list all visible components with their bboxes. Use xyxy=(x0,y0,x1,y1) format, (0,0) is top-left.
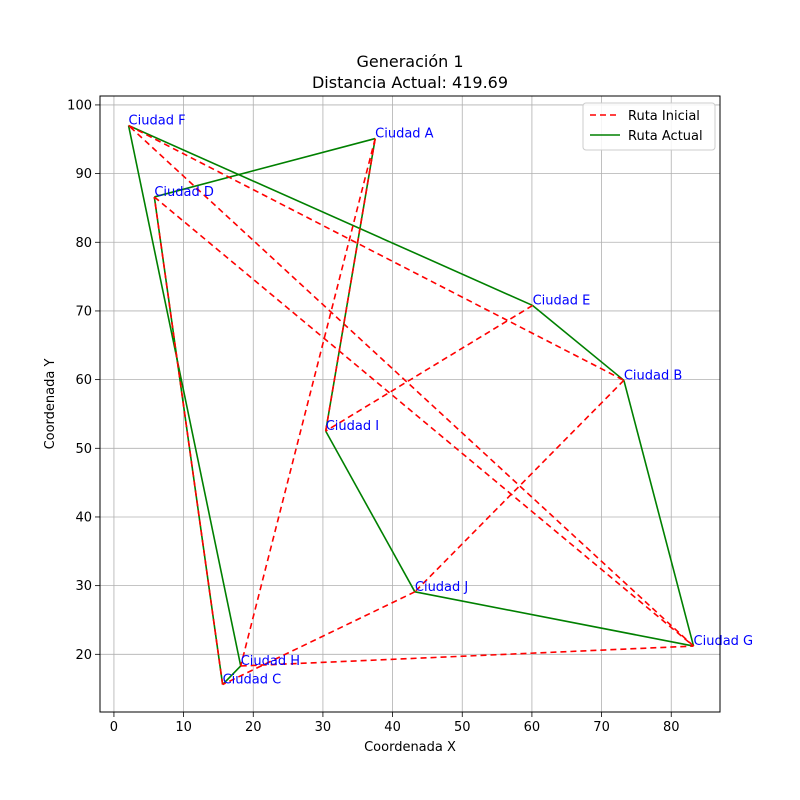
y-tick-label: 40 xyxy=(75,510,92,525)
current-route-segment xyxy=(154,137,376,198)
y-tick-label: 60 xyxy=(75,373,92,388)
initial-route-segment xyxy=(240,645,694,667)
current-route-segment xyxy=(414,591,694,647)
y-tick-label: 100 xyxy=(67,98,92,113)
city-label: Ciudad D xyxy=(154,185,214,200)
x-tick-label: 20 xyxy=(245,720,262,735)
current-route-segment xyxy=(324,138,376,432)
x-axis-label: Coordenada X xyxy=(364,740,456,755)
legend-label-current: Ruta Actual xyxy=(628,129,703,144)
city-label: Ciudad H xyxy=(241,654,300,669)
initial-route-segment xyxy=(153,196,695,647)
x-tick-label: 50 xyxy=(454,720,471,735)
initial-route-segment xyxy=(325,304,534,432)
y-tick-label: 50 xyxy=(75,442,92,457)
route-lines xyxy=(127,124,695,686)
x-axis-ticks: 0 10 20 30 40 50 60 70 80 xyxy=(110,712,680,735)
y-tick-label: 70 xyxy=(75,304,92,319)
initial-route-segment xyxy=(239,138,376,667)
x-tick-label: 10 xyxy=(175,720,192,735)
current-route-segment xyxy=(623,380,695,647)
x-tick-label: 60 xyxy=(524,720,541,735)
city-label: Ciudad I xyxy=(326,419,379,434)
current-route-segment xyxy=(222,665,242,686)
city-label: Ciudad J xyxy=(415,580,468,595)
current-route-segment xyxy=(325,430,416,593)
initial-route-segment xyxy=(153,196,224,685)
current-route-segment xyxy=(128,124,533,307)
current-route-segment xyxy=(127,125,242,667)
y-tick-label: 30 xyxy=(75,579,92,594)
initial-route-segment xyxy=(128,124,695,647)
x-tick-label: 30 xyxy=(315,720,332,735)
x-tick-label: 70 xyxy=(593,720,610,735)
city-label: Ciudad A xyxy=(375,127,434,142)
plot-area xyxy=(100,96,720,712)
city-label: Ciudad F xyxy=(129,114,186,129)
city-label: Ciudad B xyxy=(624,368,682,383)
plot-frame xyxy=(99,95,721,713)
legend: Ruta Inicial Ruta Actual xyxy=(582,102,716,151)
y-tick-label: 20 xyxy=(75,648,92,663)
chart-title-line2: Distancia Actual: 419.69 xyxy=(312,73,508,92)
legend-label-initial: Ruta Inicial xyxy=(628,109,700,124)
y-axis-label: Coordenada Y xyxy=(43,359,58,450)
initial-route-segment xyxy=(128,124,625,382)
x-tick-label: 0 xyxy=(110,720,118,735)
y-tick-label: 90 xyxy=(75,167,92,182)
city-label: Ciudad C xyxy=(223,673,282,688)
y-axis-ticks: 20 30 40 50 60 70 80 90 100 xyxy=(67,98,100,663)
y-tick-label: 80 xyxy=(75,236,92,251)
x-tick-label: 80 xyxy=(663,720,680,735)
chart-title-line1: Generación 1 xyxy=(356,52,463,71)
current-route-segment xyxy=(532,304,625,381)
city-labels: Ciudad A Ciudad B Ciudad C Ciudad D Ciudad E… xyxy=(129,114,754,688)
city-label: Ciudad G xyxy=(694,634,754,649)
city-label: Ciudad E xyxy=(533,293,591,308)
initial-route-segment xyxy=(222,591,416,686)
x-tick-label: 40 xyxy=(384,720,401,735)
